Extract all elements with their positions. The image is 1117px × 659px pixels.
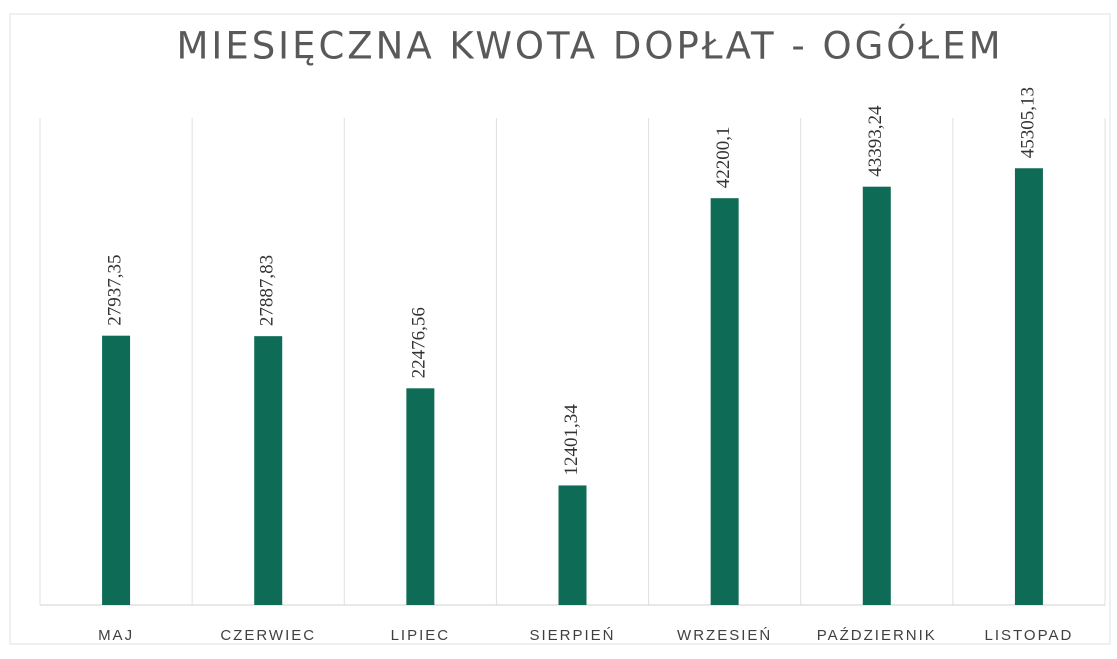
bar	[558, 485, 587, 605]
data-label: 27887,83	[257, 255, 278, 326]
x-tick-label: SIERPIEŃ	[529, 627, 615, 644]
data-label: 42200,1	[713, 126, 734, 188]
bar	[406, 388, 435, 605]
x-tick-label: WRZESIEŃ	[677, 627, 772, 644]
chart-title: MIESIĘCZNA KWOTA DOPŁAT - OGÓŁEM	[176, 24, 1003, 68]
data-label: 22476,56	[409, 307, 430, 378]
bar	[102, 335, 131, 605]
bar	[1014, 168, 1043, 605]
x-tick-label: LIPIEC	[391, 627, 451, 644]
data-label: 45305,13	[1017, 87, 1038, 158]
bar	[710, 198, 739, 605]
data-label: 43393,24	[865, 105, 886, 177]
chart-frame	[9, 13, 1111, 645]
bar	[862, 186, 891, 606]
x-tick-label: CZERWIEC	[220, 627, 316, 644]
bar	[254, 336, 283, 605]
data-label: 27937,35	[104, 254, 125, 325]
x-tick-label: PAŹDZIERNIK	[817, 627, 937, 644]
data-label: 12401,34	[561, 404, 582, 476]
x-tick-label: LISTOPAD	[985, 627, 1074, 644]
x-tick-label: MAJ	[98, 627, 134, 644]
